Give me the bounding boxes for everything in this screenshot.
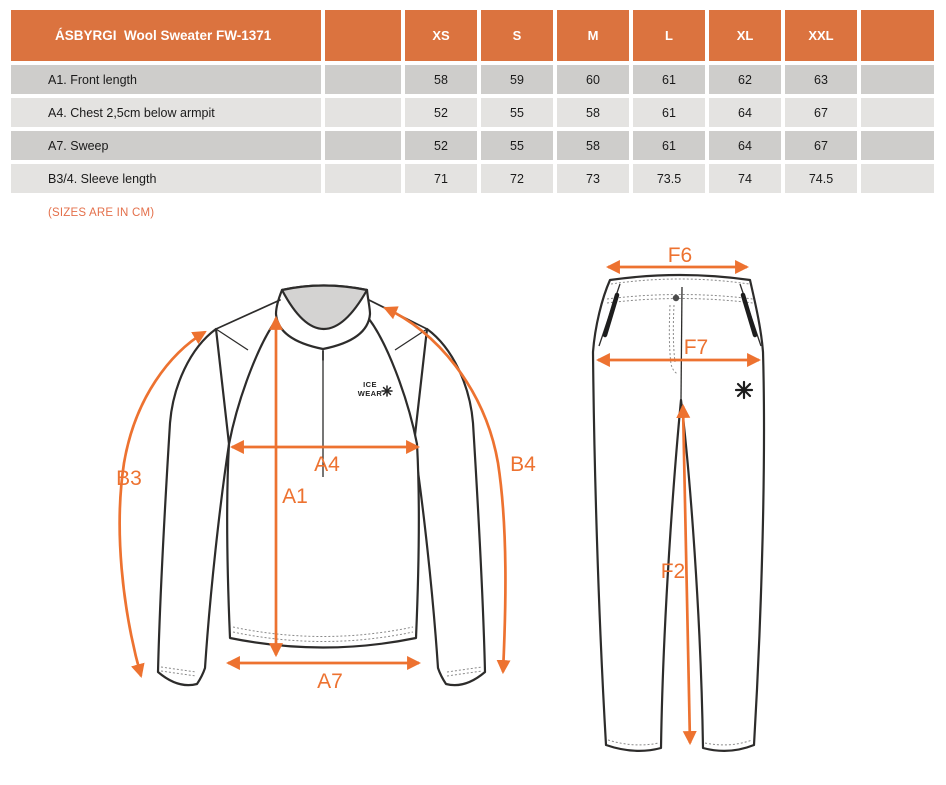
size-header-xl: XL [709, 10, 781, 61]
pants-outline [591, 273, 766, 752]
cell-value: 64 [709, 131, 781, 160]
label-f2: F2 [661, 560, 686, 583]
hem-stitch [232, 631, 414, 642]
cell-value: 67 [785, 131, 857, 160]
header-spacer-end [861, 10, 934, 61]
left-pocket-trim [602, 292, 620, 338]
row-spacer-end [861, 164, 934, 193]
cell-value: 55 [481, 131, 553, 160]
size-table: ÁSBYRGI Wool Sweater FW-1371 XS S M L XL… [11, 10, 934, 193]
label-a4: A4 [314, 453, 340, 476]
right-hem-stitch [704, 739, 753, 746]
left-shoulder-seam [215, 299, 281, 330]
size-header-xxl: XXL [785, 10, 857, 61]
fly-stitch [668, 304, 679, 375]
row-label: A7. Sweep [11, 131, 321, 160]
measurement-arrow-b3 [118, 330, 207, 679]
cell-value: 59 [481, 65, 553, 94]
label-b4: B4 [510, 453, 536, 476]
label-a1: A1 [282, 485, 308, 508]
units-note: (SIZES ARE IN CM) [48, 207, 155, 219]
sweater-left-sleeve [156, 327, 231, 687]
cell-value: 64 [709, 98, 781, 127]
table-title: ÁSBYRGI Wool Sweater FW-1371 [11, 10, 321, 61]
row-spacer [325, 65, 401, 94]
row-label: A4. Chest 2,5cm below armpit [11, 98, 321, 127]
cell-value: 63 [785, 65, 857, 94]
row-spacer-end [861, 65, 934, 94]
waist-rim-stitch [610, 278, 750, 285]
snowflake-icon [734, 380, 754, 400]
waist-button [672, 294, 680, 302]
row-spacer [325, 164, 401, 193]
sweater-right-sleeve [412, 327, 487, 687]
waistband-stitch [606, 298, 754, 304]
cell-value: 67 [785, 98, 857, 127]
size-header-xs: XS [405, 10, 477, 61]
label-f6: F6 [668, 244, 693, 267]
measurement-arrow-b4 [383, 306, 511, 675]
label-b3: B3 [116, 467, 142, 490]
center-front-seam [680, 286, 683, 401]
cell-value: 73 [557, 164, 629, 193]
logo-text-ice: ICE [363, 380, 377, 389]
header-spacer [325, 10, 401, 61]
cell-value: 52 [405, 98, 477, 127]
size-header-l: L [633, 10, 705, 61]
label-a7: A7 [317, 670, 343, 693]
cell-value: 60 [557, 65, 629, 94]
logo-text-wear: WEAR [358, 389, 383, 398]
size-header-m: M [557, 10, 629, 61]
snowflake-icon [381, 385, 393, 397]
cell-value: 71 [405, 164, 477, 193]
row-spacer [325, 98, 401, 127]
row-spacer-end [861, 98, 934, 127]
measurement-arrow-f2 [676, 403, 697, 746]
waistband-stitch [606, 294, 754, 300]
cell-value: 58 [557, 131, 629, 160]
size-header-s: S [481, 10, 553, 61]
cell-value: 55 [481, 98, 553, 127]
left-raglan-seam [215, 328, 249, 351]
cell-value: 61 [633, 98, 705, 127]
hem-stitch [232, 626, 414, 637]
right-pocket-trim [740, 292, 758, 338]
cell-value: 58 [405, 65, 477, 94]
row-spacer-end [861, 131, 934, 160]
cell-value: 74.5 [785, 164, 857, 193]
cell-value: 62 [709, 65, 781, 94]
cell-value: 61 [633, 65, 705, 94]
sweater-diagram: ICE WEAR A4 A1 A7 B3 B4 [116, 284, 536, 693]
cell-value: 72 [481, 164, 553, 193]
cell-value: 73.5 [633, 164, 705, 193]
cell-value: 61 [633, 131, 705, 160]
cell-value: 58 [557, 98, 629, 127]
row-label: B3/4. Sleeve length [11, 164, 321, 193]
pants-diagram: F6 F7 F2 [591, 244, 766, 752]
left-hem-stitch [607, 739, 660, 746]
row-spacer [325, 131, 401, 160]
row-label: A1. Front length [11, 65, 321, 94]
collar-inside [280, 284, 369, 330]
label-f7: F7 [684, 336, 709, 359]
cell-value: 74 [709, 164, 781, 193]
cell-value: 52 [405, 131, 477, 160]
